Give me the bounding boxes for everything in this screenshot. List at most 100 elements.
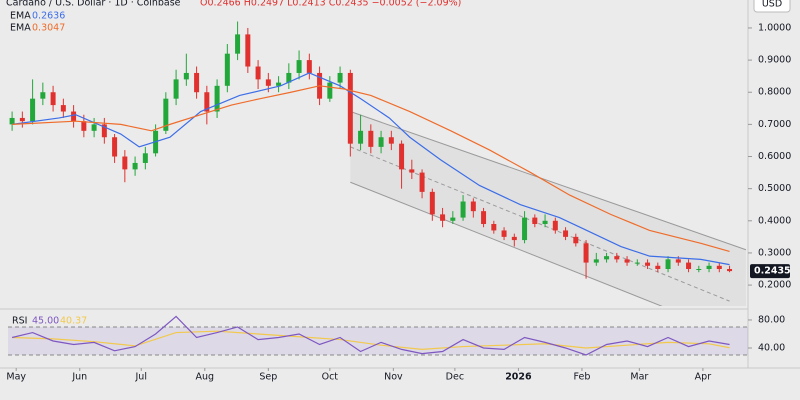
y-tick-label: 1.0000 — [758, 22, 791, 33]
candle-body — [368, 130, 374, 147]
rsi-pane — [8, 315, 748, 356]
candle-body — [727, 269, 733, 272]
candle-body — [419, 172, 425, 192]
rsi-value: 45.00 — [32, 316, 59, 327]
candle-body — [388, 137, 394, 144]
y-tick-label: 0.5000 — [758, 183, 791, 194]
candle-body — [276, 82, 282, 86]
candle-body — [706, 265, 712, 270]
chart-title: Cardano / U.S. Dollar · 1D · Coinbase — [6, 0, 181, 9]
candle-body — [511, 236, 517, 241]
legend-name: EMA — [10, 11, 31, 22]
y-tick-label: 0.7000 — [758, 119, 791, 130]
candle-body — [204, 92, 210, 112]
candle-body — [306, 60, 312, 73]
rsi-line — [11, 315, 730, 356]
candle-body — [573, 236, 579, 244]
candle-body — [696, 269, 702, 271]
candle-body — [194, 72, 200, 93]
candle-body — [50, 92, 56, 106]
candle-body — [460, 201, 466, 218]
candle-body — [583, 243, 589, 263]
currency: USD — [762, 0, 782, 10]
legend-value: 0.3047 — [32, 23, 65, 34]
candle-body — [470, 201, 476, 212]
legend-name: EMA — [10, 23, 31, 34]
y-tick-label: 0.4000 — [758, 215, 791, 226]
candle-body — [378, 137, 384, 147]
candle-body — [296, 60, 302, 73]
candle-body — [532, 217, 538, 225]
candle-body — [450, 217, 456, 221]
candle-body — [552, 220, 558, 231]
candle-body — [655, 265, 661, 270]
rsi-tick-label: 80.00 — [758, 314, 785, 325]
last-price-box — [750, 264, 790, 279]
candle-body — [183, 72, 189, 80]
channel-fill — [350, 111, 746, 306]
ema-line — [12, 85, 730, 253]
last-price-label: 0.2435 — [754, 266, 791, 277]
x-tick-label: Jun — [71, 372, 87, 383]
candle-body — [563, 230, 569, 237]
candle-body — [81, 121, 87, 131]
y-tick-label: 0.8000 — [758, 87, 791, 98]
price-pane — [9, 21, 747, 306]
candle-body — [440, 214, 446, 221]
currency-box[interactable] — [753, 0, 791, 13]
candle-body — [142, 153, 148, 163]
x-tick-label: Oct — [322, 372, 339, 383]
candle-body — [645, 262, 651, 266]
x-tick-label: Mar — [630, 372, 648, 383]
x-tick-label: May — [6, 372, 26, 383]
y-tick-label: 0.6000 — [758, 151, 791, 162]
y-tick-label: 0.9000 — [758, 55, 791, 66]
axes: 0.2000 0.3000 0.4000 0.5000 0.6000 0.7000 0.80… — [6, 22, 791, 382]
x-tick-label: Apr — [695, 372, 712, 383]
candle-body — [214, 85, 220, 112]
x-tick-label: Jul — [135, 372, 147, 383]
legend-value: 0.2636 — [32, 11, 65, 22]
candle-body — [501, 230, 507, 237]
candle-body — [716, 265, 722, 270]
candle-body — [60, 105, 66, 112]
x-tick-label: Sep — [259, 372, 277, 383]
candle-body — [542, 220, 548, 225]
channel-middle — [350, 146, 730, 302]
y-tick-label: 0.3000 — [758, 247, 791, 258]
candle-body — [173, 79, 179, 99]
y-tick-label: 0.2000 — [758, 280, 791, 291]
candle-body — [9, 117, 15, 125]
candle-body — [245, 34, 251, 67]
x-tick-label: Feb — [574, 372, 591, 383]
candle-body — [122, 156, 128, 170]
candle-body — [112, 137, 118, 157]
candle-body — [286, 72, 292, 83]
candle-body — [163, 98, 169, 131]
candle-body — [634, 262, 640, 264]
candle-body — [337, 72, 343, 83]
candle-body — [91, 124, 97, 131]
candle-body — [265, 79, 271, 86]
candle-body — [235, 34, 241, 54]
x-tick-label: Nov — [384, 372, 403, 383]
candle-body — [101, 124, 107, 138]
candle-body — [71, 111, 77, 122]
channel-upper — [350, 111, 747, 251]
candle-body — [522, 217, 528, 241]
candle-body — [481, 211, 487, 225]
channel-lower — [350, 181, 663, 306]
candle-body — [132, 162, 138, 170]
candle-body — [593, 259, 599, 263]
candle-body — [604, 256, 610, 260]
candle-body — [224, 53, 230, 86]
rsi-band — [8, 326, 748, 355]
rsi-name: RSI — [12, 316, 27, 327]
rsi-ma-value: 40.37 — [60, 316, 87, 327]
candle-body — [255, 66, 261, 80]
candle-body — [675, 259, 681, 263]
candle-body — [19, 117, 25, 122]
x-tick-label: Aug — [196, 372, 215, 383]
candle-body — [327, 82, 333, 99]
